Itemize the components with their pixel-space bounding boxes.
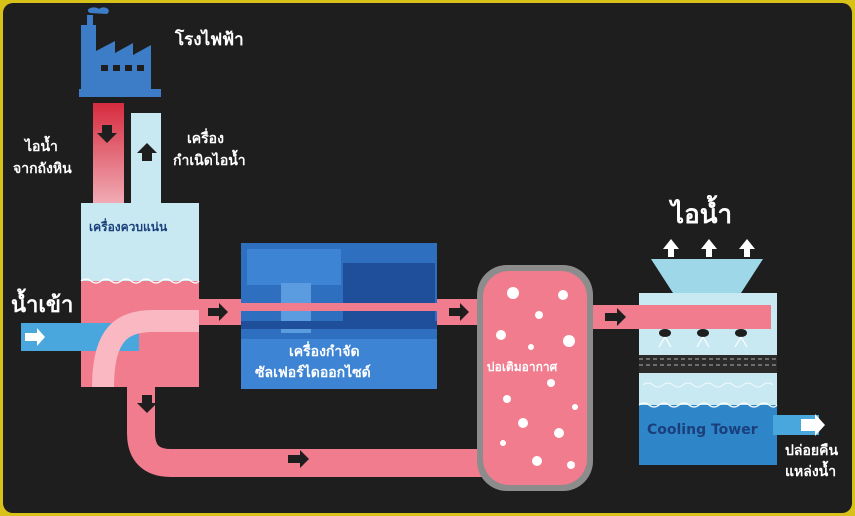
steam-from-boiler-label: ไอน้ำ bbox=[25, 139, 58, 155]
steam-down-pipe bbox=[93, 103, 127, 213]
right-arrow-icon bbox=[605, 308, 626, 326]
return-pipe bbox=[127, 387, 489, 477]
condenser-label: เครื่องควบแน่น bbox=[89, 220, 168, 234]
aeration-pond bbox=[477, 265, 593, 491]
steam-generator-label-2: กำเนิดไอน้ำ bbox=[173, 153, 246, 169]
down-arrow-icon bbox=[97, 125, 117, 143]
scrubber-label-2: ซัลเฟอร์ไดออกไซด์ bbox=[255, 365, 371, 381]
steam-out-arrows bbox=[663, 239, 755, 257]
discharge-label-2: แหล่งน้ำ bbox=[785, 464, 837, 480]
cooling-tower bbox=[638, 259, 778, 465]
diagram-canvas: โรงไฟฟ้า ไอน้ำ จากถังหิน เครื่อง กำเนิดไ… bbox=[3, 3, 852, 513]
right-arrow-icon bbox=[208, 303, 228, 321]
cooling-tower-label: Cooling Tower bbox=[647, 422, 758, 438]
down-arrow-icon bbox=[137, 395, 157, 413]
up-arrow-icon bbox=[137, 143, 157, 161]
steam-generator-label: เครื่อง bbox=[187, 131, 224, 147]
right-arrow-icon bbox=[25, 328, 45, 346]
scrubber-machine bbox=[241, 243, 437, 389]
steam-out-label: ไอน้ำ bbox=[671, 200, 733, 230]
power-plant-label: โรงไฟฟ้า bbox=[175, 30, 244, 50]
right-arrow-icon bbox=[288, 450, 309, 468]
aeration-pond-label: บ่อเติมอากาศ bbox=[487, 360, 558, 374]
factory-icon bbox=[79, 7, 161, 97]
steam-up-pipe bbox=[131, 113, 161, 213]
discharge-label: ปล่อยคืน bbox=[785, 443, 839, 459]
right-arrow-icon bbox=[801, 414, 825, 436]
right-arrow-icon bbox=[449, 303, 469, 321]
water-in-label: น้ำเข้า bbox=[11, 293, 74, 318]
scrubber-label: เครื่องกำจัด bbox=[289, 344, 360, 360]
process-diagram bbox=[21, 7, 825, 491]
steam-from-boiler-label-2: จากถังหิน bbox=[13, 161, 72, 177]
